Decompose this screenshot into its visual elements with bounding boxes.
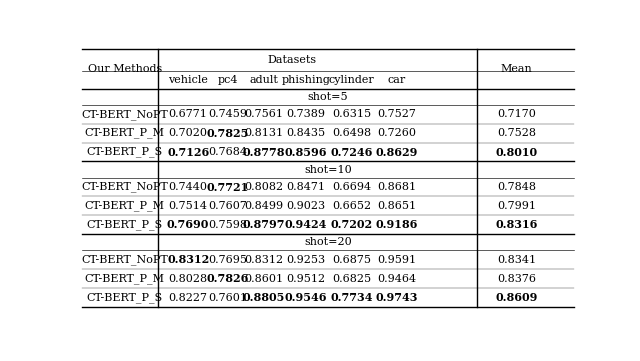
Text: 0.9023: 0.9023	[286, 201, 325, 211]
Text: 0.7721: 0.7721	[207, 182, 249, 192]
Text: 0.6771: 0.6771	[169, 109, 207, 119]
Text: 0.8082: 0.8082	[244, 182, 283, 192]
Text: Our Methods: Our Methods	[88, 64, 162, 74]
Text: 0.8601: 0.8601	[244, 274, 283, 284]
Text: 0.7389: 0.7389	[286, 109, 325, 119]
Text: 0.7690: 0.7690	[167, 219, 209, 230]
Text: 0.8010: 0.8010	[495, 147, 538, 157]
Text: 0.8499: 0.8499	[244, 201, 283, 211]
Text: 0.8316: 0.8316	[495, 219, 538, 230]
Text: 0.8629: 0.8629	[375, 147, 418, 157]
Text: 0.7126: 0.7126	[167, 147, 209, 157]
Text: 0.9464: 0.9464	[377, 274, 416, 284]
Text: 0.8028: 0.8028	[168, 274, 208, 284]
Text: shot=5: shot=5	[308, 92, 348, 102]
Text: car: car	[387, 75, 406, 84]
Text: 0.8131: 0.8131	[244, 128, 283, 138]
Text: Mean: Mean	[500, 64, 532, 74]
Text: 0.7825: 0.7825	[207, 127, 249, 139]
Text: CT-BERT_P_S: CT-BERT_P_S	[86, 292, 163, 303]
Text: 0.7170: 0.7170	[497, 109, 536, 119]
Text: Datasets: Datasets	[268, 55, 317, 65]
Text: adult: adult	[249, 75, 278, 84]
Text: 0.7826: 0.7826	[207, 273, 249, 284]
Text: vehicle: vehicle	[168, 75, 208, 84]
Text: CT-BERT_P_M: CT-BERT_P_M	[84, 128, 164, 139]
Text: 0.8312: 0.8312	[167, 255, 209, 265]
Text: 0.7991: 0.7991	[497, 201, 536, 211]
Text: CT-BERT_NoPT: CT-BERT_NoPT	[81, 109, 168, 119]
Text: 0.8778: 0.8778	[243, 147, 285, 157]
Text: 0.7246: 0.7246	[331, 147, 373, 157]
Text: CT-BERT_NoPT: CT-BERT_NoPT	[81, 182, 168, 192]
Text: shot=20: shot=20	[304, 237, 352, 247]
Text: 0.8609: 0.8609	[495, 292, 538, 303]
Text: 0.8797: 0.8797	[243, 219, 285, 230]
Text: 0.8805: 0.8805	[243, 292, 285, 303]
Text: 0.8227: 0.8227	[168, 293, 207, 303]
Text: 0.7514: 0.7514	[168, 201, 207, 211]
Text: 0.6315: 0.6315	[332, 109, 371, 119]
Text: 0.9186: 0.9186	[375, 219, 418, 230]
Text: 0.9424: 0.9424	[285, 219, 327, 230]
Text: 0.7528: 0.7528	[497, 128, 536, 138]
Text: 0.7848: 0.7848	[497, 182, 536, 192]
Text: CT-BERT_NoPT: CT-BERT_NoPT	[81, 255, 168, 265]
Text: 0.7607: 0.7607	[209, 201, 247, 211]
Text: 0.7695: 0.7695	[208, 255, 247, 265]
Text: 0.8341: 0.8341	[497, 255, 536, 265]
Text: 0.7561: 0.7561	[244, 109, 283, 119]
Text: 0.8435: 0.8435	[286, 128, 325, 138]
Text: 0.8312: 0.8312	[244, 255, 283, 265]
Text: 0.7601: 0.7601	[208, 293, 247, 303]
Text: CT-BERT_P_S: CT-BERT_P_S	[86, 147, 163, 157]
Text: 0.7440: 0.7440	[168, 182, 207, 192]
Text: 0.7202: 0.7202	[331, 219, 373, 230]
Text: 0.8651: 0.8651	[377, 201, 416, 211]
Text: 0.7684: 0.7684	[208, 147, 247, 157]
Text: phishing: phishing	[281, 75, 330, 84]
Text: 0.6498: 0.6498	[332, 128, 371, 138]
Text: 0.7020: 0.7020	[168, 128, 207, 138]
Text: 0.6694: 0.6694	[332, 182, 371, 192]
Text: 0.7598: 0.7598	[208, 220, 247, 230]
Text: shot=10: shot=10	[304, 165, 352, 174]
Text: 0.6652: 0.6652	[332, 201, 371, 211]
Text: 0.9546: 0.9546	[284, 292, 327, 303]
Text: CT-BERT_P_S: CT-BERT_P_S	[86, 219, 163, 230]
Text: 0.9743: 0.9743	[375, 292, 418, 303]
Text: 0.6875: 0.6875	[332, 255, 371, 265]
Text: 0.8376: 0.8376	[497, 274, 536, 284]
Text: 0.8471: 0.8471	[286, 182, 325, 192]
Text: CT-BERT_P_M: CT-BERT_P_M	[84, 201, 164, 211]
Text: 0.9253: 0.9253	[286, 255, 325, 265]
Text: 0.8596: 0.8596	[284, 147, 327, 157]
Text: CT-BERT_P_M: CT-BERT_P_M	[84, 273, 164, 284]
Text: cylinder: cylinder	[329, 75, 374, 84]
Text: 0.9591: 0.9591	[377, 255, 416, 265]
Text: 0.6825: 0.6825	[332, 274, 371, 284]
Text: 0.9512: 0.9512	[286, 274, 325, 284]
Text: pc4: pc4	[218, 75, 238, 84]
Text: 0.7459: 0.7459	[208, 109, 247, 119]
Text: 0.8681: 0.8681	[377, 182, 416, 192]
Text: 0.7734: 0.7734	[330, 292, 373, 303]
Text: 0.7260: 0.7260	[377, 128, 416, 138]
Text: 0.7527: 0.7527	[377, 109, 416, 119]
